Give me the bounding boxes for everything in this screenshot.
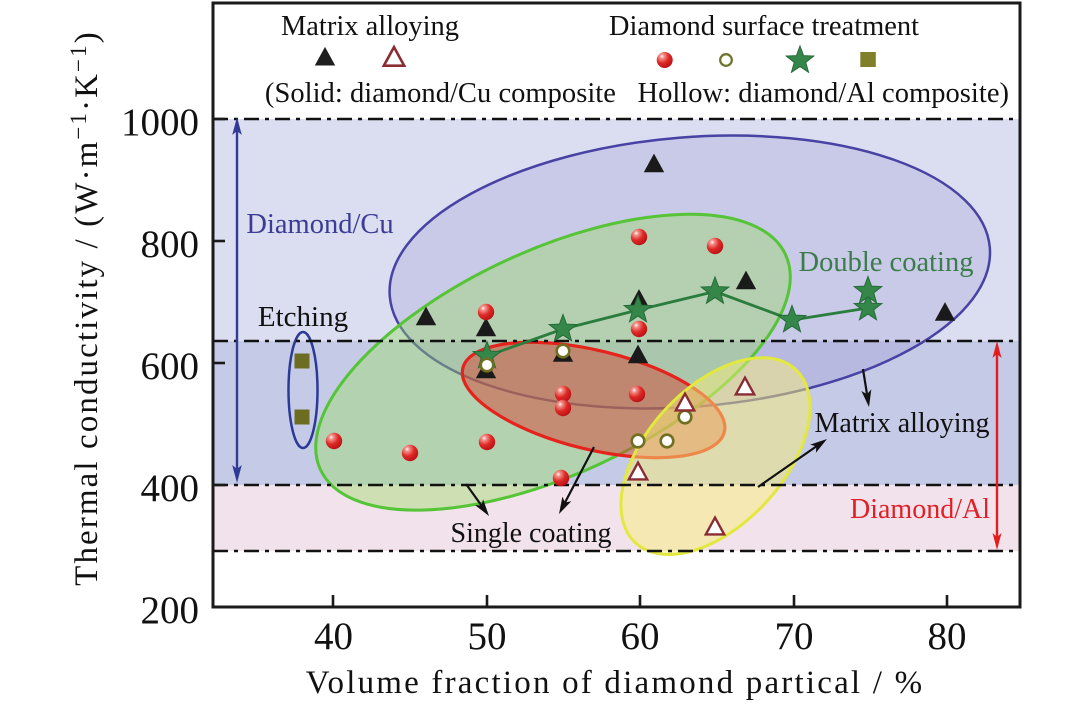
- svg-text:(Solid: diamond/Cu composite: (Solid: diamond/Cu composite Hollow: dia…: [265, 78, 1009, 109]
- svg-text:60: 60: [621, 615, 660, 658]
- svg-text:Etching: Etching: [258, 301, 348, 333]
- svg-text:Matrix alloying: Matrix alloying: [815, 408, 990, 439]
- svg-text:Diamond surface treatment: Diamond surface treatment: [609, 11, 919, 42]
- svg-text:Diamond/Al: Diamond/Al: [850, 494, 990, 525]
- svg-text:40: 40: [314, 615, 353, 658]
- svg-text:1000: 1000: [121, 101, 199, 144]
- svg-text:200: 200: [141, 589, 200, 632]
- svg-text:Single coating: Single coating: [451, 518, 612, 549]
- svg-text:Thermal conductivity / (W·m−1·: Thermal conductivity / (W·m−1·K−1): [66, 30, 105, 586]
- svg-text:400: 400: [141, 467, 200, 510]
- svg-text:80: 80: [928, 615, 967, 658]
- svg-text:Matrix alloying: Matrix alloying: [281, 11, 459, 42]
- svg-text:50: 50: [468, 615, 507, 658]
- svg-text:Double coating: Double coating: [799, 247, 974, 278]
- svg-text:800: 800: [141, 223, 200, 266]
- svg-text:Volume fraction of diamond par: Volume fraction of diamond partical / %: [306, 665, 925, 701]
- svg-text:70: 70: [775, 615, 814, 658]
- svg-text:600: 600: [141, 345, 200, 388]
- svg-text:Diamond/Cu: Diamond/Cu: [246, 209, 393, 240]
